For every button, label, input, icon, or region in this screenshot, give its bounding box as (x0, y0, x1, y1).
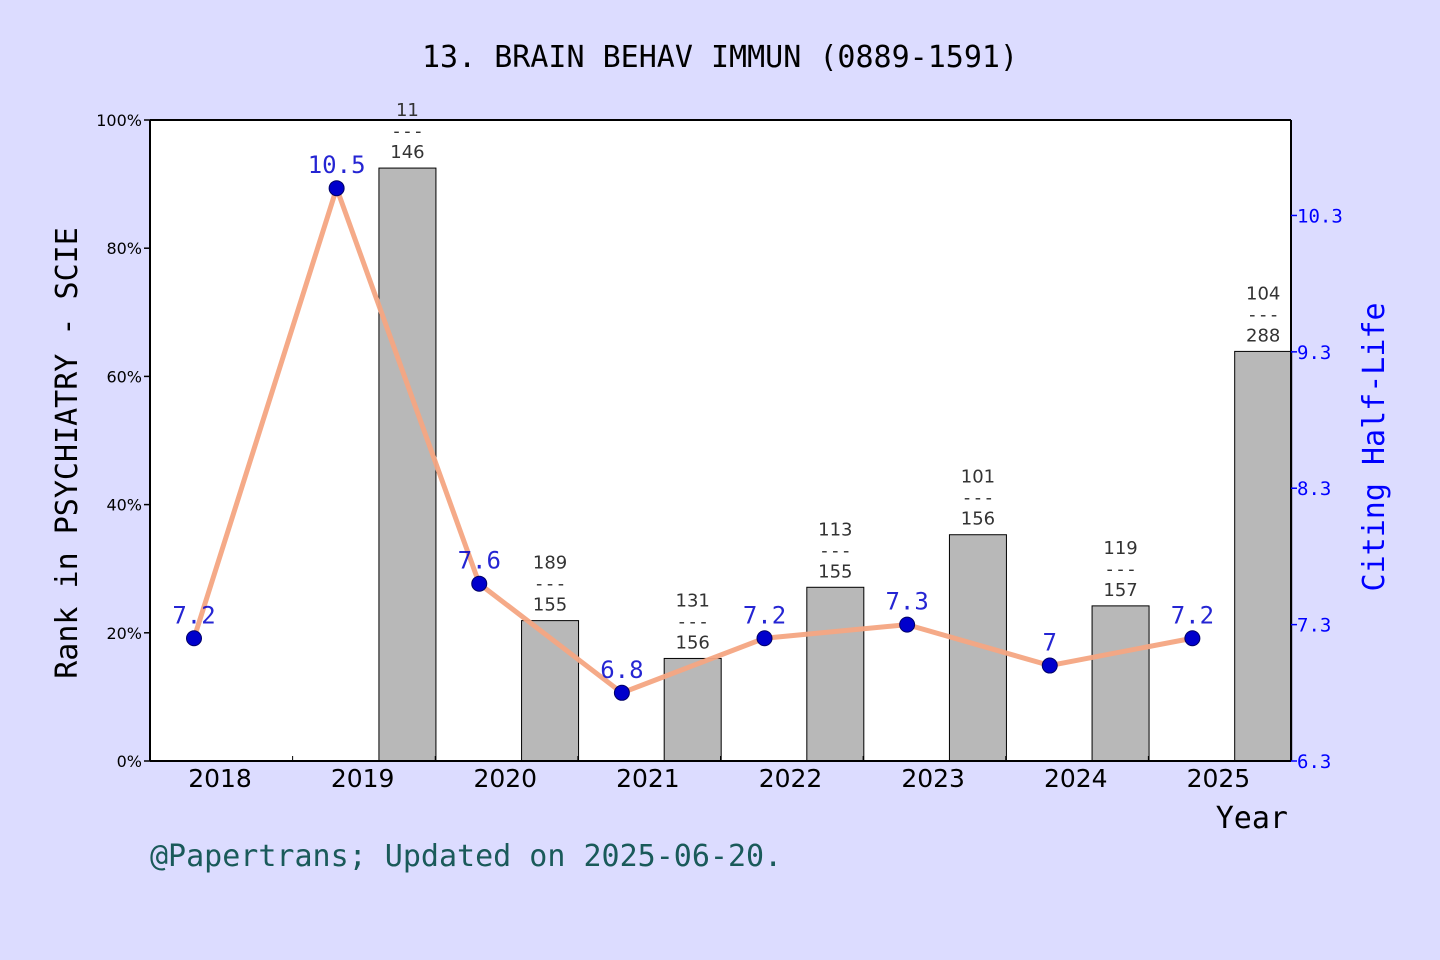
half-life-point (1041, 657, 1058, 674)
bar-total-label: 157 (1103, 580, 1137, 601)
half-life-line (191, 185, 1193, 696)
bar (806, 586, 865, 762)
x-tick-label: 2023 (901, 764, 965, 793)
line-group: 7.2 10.5 7.6 6.8 7.2 7.3 7 7.2 (172, 151, 1214, 701)
half-life-label: 7.2 (1171, 601, 1214, 629)
x-tick-label: 2021 (616, 764, 680, 793)
y-tick-label: 60% (106, 367, 142, 386)
x-axis-label: Year (1216, 801, 1288, 836)
bar-rank-divider: --- (962, 488, 995, 509)
x-tick-label: 2022 (759, 764, 823, 793)
half-life-point (756, 630, 773, 647)
y2-tick-label: 7.3 (1297, 615, 1331, 637)
y-axis-label: Rank in PSYCHIATRY - SCIE (50, 227, 85, 679)
bar-rank-divider: --- (1247, 304, 1280, 325)
footer-credit: @Papertrans; Updated on 2025-06-20. (150, 839, 782, 874)
chart-title: 13. BRAIN BEHAV IMMUN (0889-1591) (422, 40, 1018, 75)
bar-rank-divider: --- (676, 611, 709, 632)
bar (521, 620, 580, 762)
half-life-label: 7.2 (172, 601, 215, 629)
bar-rank-label: 119 (1103, 538, 1137, 559)
axes-group: 0% 20% 40% 60% 80% 100% 6.3 7.3 8.3 9.3 10.3 2018 20… (96, 111, 1343, 793)
y2-tick-label: 6.3 (1297, 751, 1331, 773)
bar-rank-label: 113 (818, 519, 852, 540)
half-life-label: 7 (1043, 629, 1057, 657)
bar-total-label: 155 (818, 561, 852, 582)
bar-rank-label: 104 (1246, 283, 1280, 304)
y2-axis-label: Citing Half-Life (1357, 303, 1392, 592)
x-tick-label: 2020 (473, 764, 537, 793)
x-tick-label: 2019 (331, 764, 395, 793)
bar-rank-label: 101 (961, 467, 995, 488)
x-tick-label: 2025 (1187, 764, 1251, 793)
y-tick-label: 20% (106, 624, 142, 643)
bar-rank-divider: --- (1104, 559, 1137, 580)
bar (948, 534, 1007, 762)
y2-tick-label: 9.3 (1297, 342, 1331, 364)
half-life-label: 6.8 (600, 656, 643, 684)
half-life-point (1184, 630, 1201, 647)
y-tick-label: 80% (106, 239, 142, 258)
y-tick-label: 100% (96, 111, 142, 130)
bar-total-label: 288 (1246, 325, 1280, 346)
bar-total-label: 146 (390, 142, 424, 163)
half-life-label: 10.5 (308, 151, 366, 179)
half-life-point (186, 630, 202, 647)
bar (1234, 350, 1293, 762)
bar-rank-label: 11 (396, 100, 419, 121)
half-life-point (899, 616, 916, 633)
y2-tick-label: 10.3 (1297, 205, 1343, 227)
bar-total-label: 155 (533, 595, 567, 616)
bar-rank-divider: --- (391, 121, 424, 142)
half-life-label: 7.6 (458, 547, 501, 575)
bar-rank-divider: --- (534, 574, 567, 595)
half-life-point (471, 575, 488, 592)
y2-tick-label: 8.3 (1297, 478, 1331, 500)
bar-rank-label: 189 (533, 553, 567, 574)
y-tick-label: 0% (117, 752, 142, 771)
bar-rank-label: 131 (676, 590, 710, 611)
bar-total-label: 156 (676, 632, 710, 653)
bar (1091, 605, 1150, 762)
half-life-point (613, 684, 630, 701)
x-tick-label: 2024 (1044, 764, 1108, 793)
half-life-label: 7.2 (743, 601, 786, 629)
y-tick-label: 40% (106, 496, 142, 515)
half-life-point (328, 180, 345, 197)
bar-total-label: 156 (961, 509, 995, 530)
bar (378, 167, 437, 762)
half-life-label: 7.3 (885, 588, 928, 616)
bar-rank-divider: --- (819, 540, 852, 561)
x-tick-label: 2018 (188, 764, 252, 793)
